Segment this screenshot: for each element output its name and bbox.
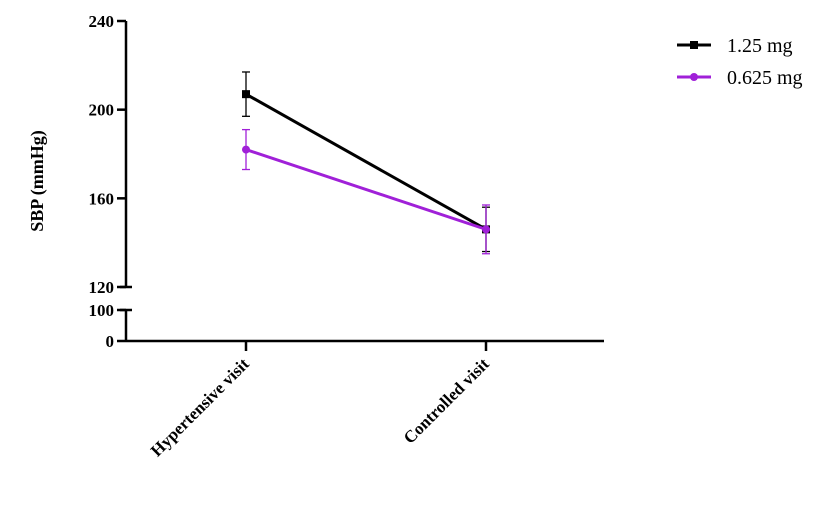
data-point-0-0 — [242, 90, 250, 99]
plot-area — [242, 71, 490, 255]
y-tick-labels: 120 160 200 240 0 100 — [89, 12, 115, 351]
x-tick-label-1: Controlled visit — [400, 354, 493, 447]
data-point-1-1 — [482, 225, 490, 234]
legend-label-1: 0.625 mg — [727, 67, 803, 89]
y-tick-label-0: 0 — [106, 332, 115, 351]
x-tick-labels: Hypertensive visit Controlled visit — [147, 354, 493, 460]
y-tick-label-160: 160 — [89, 189, 115, 208]
y-tick-label-240: 240 — [89, 12, 115, 31]
y-tick-label-200: 200 — [89, 101, 115, 120]
legend-marker-1 — [690, 73, 698, 81]
y-tick-label-100: 100 — [89, 301, 115, 320]
y-tick-label-120: 120 — [89, 278, 115, 297]
x-tick-label-0: Hypertensive visit — [147, 354, 253, 460]
y-axis-title: SBP (mmHg) — [27, 130, 48, 232]
series-line-1 — [245, 148, 487, 231]
legend: 1.25 mg 0.625 mg — [677, 35, 803, 89]
legend-label-0: 1.25 mg — [727, 35, 793, 57]
legend-item-0: 1.25 mg — [677, 35, 793, 57]
series-1 — [242, 128, 490, 255]
legend-marker-0 — [690, 41, 698, 49]
series-line-0 — [245, 92, 487, 231]
data-point-1-0 — [242, 145, 250, 154]
axes — [117, 19, 604, 351]
legend-item-1: 0.625 mg — [677, 67, 803, 89]
